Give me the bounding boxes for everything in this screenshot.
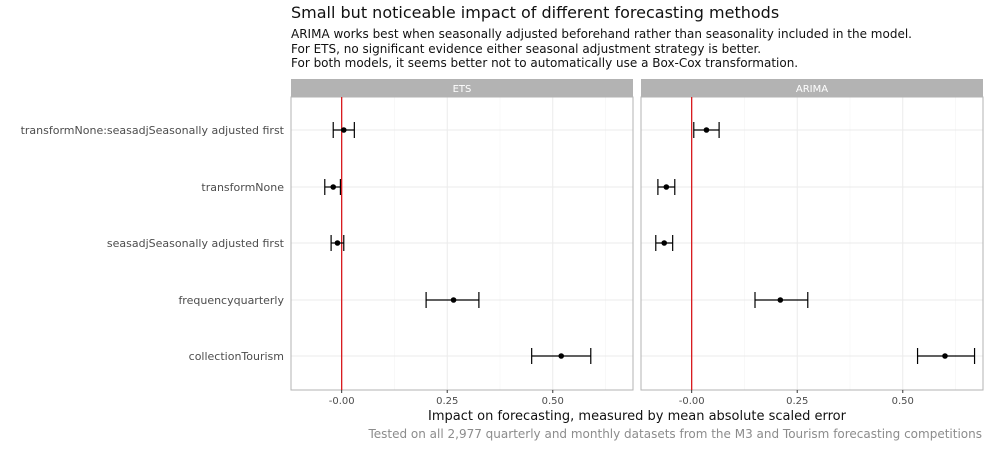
estimate-point (340, 127, 347, 133)
facet-strip-label: ARIMA (796, 84, 828, 95)
estimate-point (942, 353, 948, 359)
subtitle-line-2: For ETS, no significant evidence either … (291, 41, 762, 56)
y-tick-label: frequencyquarterly (178, 294, 284, 307)
y-tick-label: transformNone:seasadjSeasonally adjusted… (21, 124, 285, 137)
y-tick-label: collectionTourism (189, 350, 284, 363)
estimate-point (330, 184, 337, 190)
y-tick-label: transformNone (201, 181, 284, 194)
subtitle-line-3: For both models, it seems better not to … (291, 56, 799, 70)
estimate-point (558, 353, 565, 359)
y-tick-label: seasadjSeasonally adjusted first (107, 237, 285, 250)
facet-strip-label: ETS (453, 84, 472, 95)
facet-strip (641, 79, 983, 97)
x-tick-label: 0.50 (892, 396, 914, 407)
facet-strip (291, 79, 633, 97)
panel-border (290, 96, 634, 391)
estimate-point (661, 240, 668, 246)
estimate-point (334, 240, 341, 246)
chart-caption: Tested on all 2,977 quarterly and monthl… (368, 427, 982, 441)
panel-border (640, 96, 984, 391)
chart-title: Small but noticeable impact of different… (291, 3, 780, 22)
x-tick-label: 0.25 (786, 396, 808, 407)
x-axis-title: Impact on forecasting, measured by mean … (428, 409, 847, 424)
x-tick-label: 0.25 (436, 396, 458, 407)
subtitle-line-1: ARIMA works best when seasonally adjuste… (291, 27, 912, 41)
chart-subtitle: ARIMA works best when seasonally adjuste… (291, 27, 912, 71)
estimate-point (450, 297, 457, 303)
x-tick-label: -0.00 (329, 396, 355, 407)
estimate-point (703, 127, 710, 133)
x-tick-label: -0.00 (679, 396, 705, 407)
estimate-point (777, 297, 784, 303)
estimate-point (663, 184, 670, 190)
x-tick-label: 0.50 (542, 396, 564, 407)
